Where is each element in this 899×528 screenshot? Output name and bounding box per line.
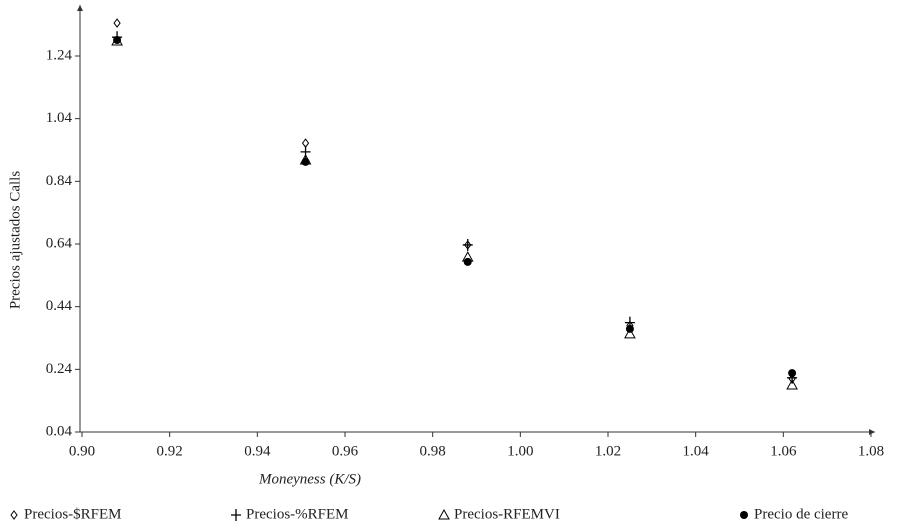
x-tick-label: 1.06	[770, 443, 797, 459]
y-tick-label: 1.04	[46, 110, 73, 126]
y-tick-label: 0.64	[46, 235, 73, 251]
point	[788, 369, 797, 378]
point	[300, 145, 311, 158]
y-tick-label: 0.84	[46, 173, 73, 189]
legend-marker	[740, 511, 748, 519]
x-tick-label: 0.90	[69, 443, 95, 459]
y-tick-label: 0.44	[46, 298, 73, 314]
x-tick-label: 1.02	[595, 443, 621, 459]
point	[113, 36, 122, 45]
point	[113, 18, 121, 28]
legend-label: Precios-$RFEM	[24, 506, 122, 522]
point	[786, 378, 798, 390]
point	[301, 157, 310, 166]
point	[462, 238, 473, 251]
x-tick-label: 1.00	[507, 443, 533, 459]
x-tick-label: 0.98	[420, 443, 446, 459]
point	[463, 257, 472, 266]
y-tick-label: 1.24	[46, 47, 73, 63]
x-tick-label: 1.08	[858, 443, 884, 459]
legend-marker	[438, 508, 450, 520]
point	[625, 324, 634, 333]
x-tick-label: 1.04	[683, 443, 710, 459]
x-axis-arrow	[869, 429, 875, 435]
legend-label: Precios-RFEMVI	[454, 506, 560, 522]
x-tick-label: 0.94	[244, 443, 271, 459]
y-axis-arrow	[77, 5, 83, 11]
y-tick-label: 0.24	[46, 361, 73, 377]
y-tick-label: 0.04	[46, 423, 73, 439]
legend-marker	[10, 510, 18, 520]
x-tick-label: 0.96	[332, 443, 359, 459]
legend-label: Precios-%RFEM	[246, 506, 349, 522]
x-tick-label: 0.92	[157, 443, 183, 459]
y-axis-label: Precios ajustados Calls	[7, 171, 23, 309]
point	[624, 327, 636, 339]
x-axis-label: Moneyness (K/S)	[258, 471, 361, 487]
legend-label: Precio de cierre	[754, 506, 848, 522]
legend-marker	[231, 509, 241, 521]
